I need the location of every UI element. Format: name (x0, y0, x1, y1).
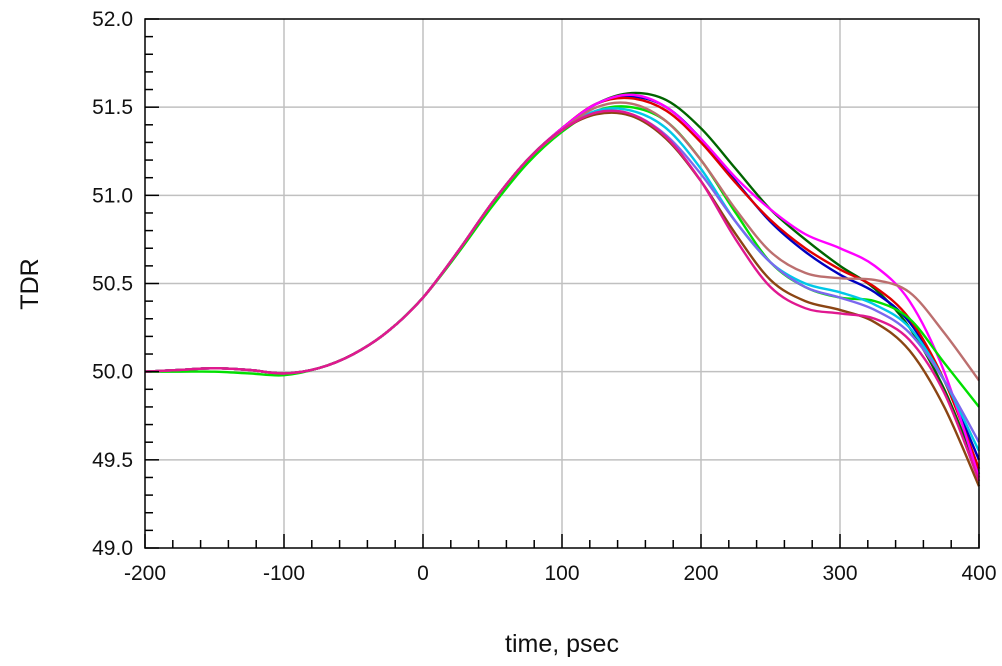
series-line-10 (144, 109, 981, 482)
y-tick-label: 49.0 (92, 537, 133, 560)
y-tick-label: 50.5 (92, 273, 133, 296)
axes-layer (144, 18, 980, 549)
x-tick-label: 400 (961, 562, 996, 585)
x-tick-label: 300 (822, 562, 857, 585)
x-tick-label: -100 (263, 562, 305, 585)
grid-layer (145, 19, 979, 548)
y-axis-title: TDR (16, 258, 44, 309)
y-tick-label: 52.0 (92, 8, 133, 31)
labels-layer: time, psec TDR -200 -100 0 100 200 300 400 49.0… (16, 8, 997, 658)
x-tick-label: 200 (683, 562, 718, 585)
x-tick-label: 0 (417, 562, 429, 585)
y-tick-label: 49.5 (92, 449, 133, 472)
x-tick-label: -200 (124, 562, 166, 585)
x-axis-title: time, psec (505, 630, 619, 658)
x-tick-label: 100 (544, 562, 579, 585)
series-layer (144, 91, 981, 487)
y-tick-label: 51.5 (92, 96, 133, 119)
y-tick-label: 50.0 (92, 361, 133, 384)
y-tick-label: 51.0 (92, 184, 133, 207)
